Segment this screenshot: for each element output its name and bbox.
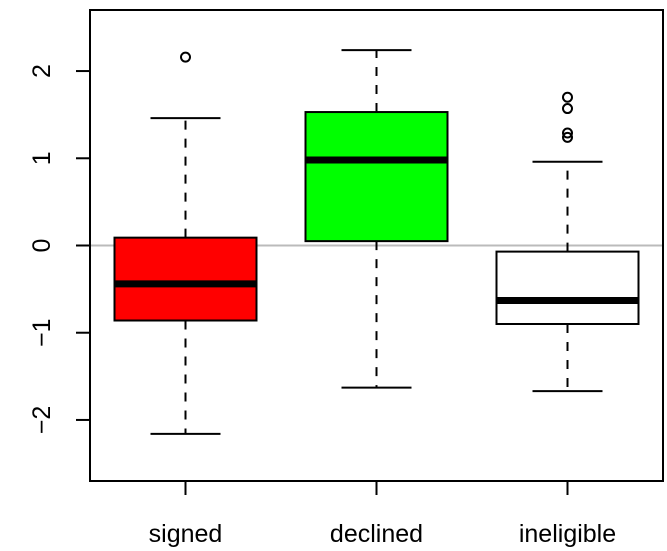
box-declined bbox=[304, 49, 449, 389]
outlier-ineligible-3 bbox=[562, 91, 573, 103]
x-axis: signed declined ineligible bbox=[149, 481, 616, 548]
x-tick-label-declined: declined bbox=[330, 520, 423, 548]
box-signed bbox=[113, 51, 258, 435]
outlier-ineligible-1 bbox=[562, 127, 573, 139]
y-tick-label-4: 2 bbox=[28, 64, 56, 78]
x-tick-label-ineligible: ineligible bbox=[519, 520, 616, 548]
y-tick-label-0: −2 bbox=[28, 406, 56, 435]
plot-frame bbox=[89, 9, 664, 482]
y-tick-label-2: 0 bbox=[28, 239, 56, 253]
box-ineligible bbox=[495, 91, 640, 393]
y-axis: −2 −1 0 1 2 bbox=[28, 64, 90, 434]
outlier-ineligible-2 bbox=[562, 103, 573, 115]
boxes-layer bbox=[113, 49, 640, 435]
iqr-box-declined bbox=[304, 111, 449, 243]
x-tick-label-signed: signed bbox=[149, 520, 223, 548]
outlier-ineligible-0 bbox=[562, 131, 573, 143]
outlier-signed-0 bbox=[180, 51, 191, 63]
y-tick-label-3: 1 bbox=[28, 151, 56, 165]
y-tick-label-1: −1 bbox=[28, 318, 56, 347]
iqr-box-ineligible bbox=[495, 250, 640, 326]
iqr-box-signed bbox=[113, 236, 258, 322]
